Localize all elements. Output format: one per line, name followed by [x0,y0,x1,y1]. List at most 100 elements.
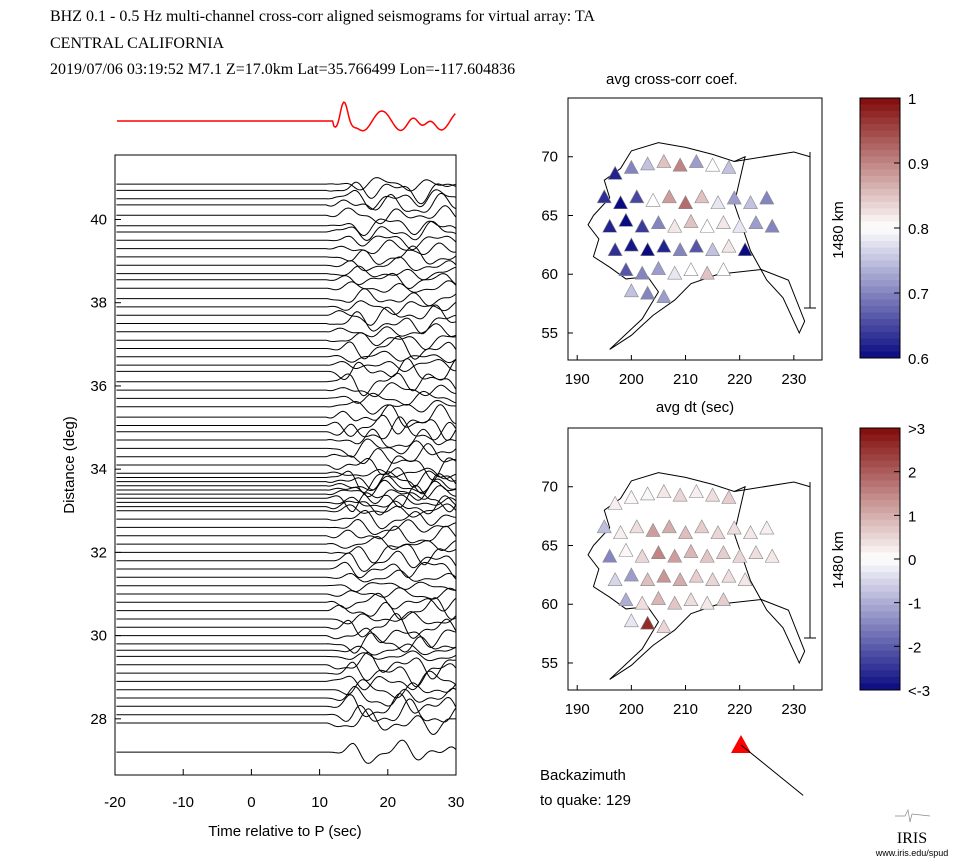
colorbar-segment [860,176,900,183]
station-marker [688,153,704,168]
seismogram-trace [116,475,456,494]
station-marker [618,592,634,607]
seismogram-trace [116,550,457,572]
colorbar-segment [860,663,900,671]
station-marker [672,157,688,172]
station-marker [618,262,634,277]
seismogram-trace [116,455,456,481]
colorbar-tick-label: -1 [908,596,921,613]
station-marker [737,572,753,587]
station-marker [678,525,694,540]
station-marker [607,165,623,180]
station-marker [715,592,731,607]
map-axes [567,97,823,361]
colorbar-segment [860,111,900,118]
station-marker [596,189,612,204]
colorbar-segment [860,98,900,105]
seismogram-trace [116,661,457,688]
seismogram-trace [116,650,456,662]
colorbar-segment [860,267,900,274]
station-marker [721,159,737,174]
station-marker [640,615,656,630]
seismogram-trace [116,692,457,718]
seismogram-trace [116,239,456,256]
colorbar-segment [860,428,900,436]
colorbar-segment [860,338,900,346]
colorbar-tick-label: 0 [908,552,916,569]
colorbar-segment [860,156,900,164]
station-marker [640,285,656,300]
seismogram-trace [116,235,457,251]
station-marker [726,190,742,205]
colorbar-segment [860,683,900,691]
colorbar-tick-label: <-3 [908,683,930,700]
station-marker [656,568,672,583]
station-marker [618,212,634,227]
map2-title: avg dt (sec) [656,399,734,416]
seismogram-trace [116,404,456,428]
seismogram-trace [116,205,457,225]
station-marker [699,218,715,233]
map-axes [567,427,823,691]
colorbar-segment [860,143,900,151]
colorbar-segment [860,254,900,261]
station-marker [629,189,645,204]
colorbar-segment [860,182,900,190]
colorbar-segment [860,598,900,606]
station-marker [623,489,639,504]
seismogram-trace [116,679,457,699]
iris-logo: IRIS www.iris.edu/spud [875,808,948,858]
scale-label-2: 1480 km [830,531,847,589]
station-marker [705,242,721,257]
colorbar-segment [860,306,900,313]
station-marker [634,595,650,610]
colorbar-segment [860,460,900,468]
logo-text: IRIS [897,830,927,847]
y-tick-label: 38 [90,295,107,312]
station-marker [721,238,737,253]
colorbar-segment [860,480,900,488]
seismogram-trace [116,471,456,495]
station-marker [683,262,699,277]
colorbar-segment [860,526,900,534]
colorbar-tick-label: 0.8 [908,221,929,238]
scale-label-1: 1480 km [830,201,847,259]
station-marker [623,237,639,252]
colorbar-segment [860,312,900,320]
colorbar-segment [860,519,900,527]
colorbar-segment [860,467,900,475]
y-tick-label: 30 [90,628,107,645]
backazimuth-line [740,744,804,796]
seismogram-trace [116,220,456,242]
station-marker [640,572,656,587]
x-tick-label: 30 [448,794,465,811]
colorbar-segment [860,299,900,307]
station-marker [694,189,710,204]
station-marker [721,489,737,504]
colorbar-segment [860,447,900,455]
colorbar-segment [860,351,900,359]
station-marker [683,592,699,607]
seismogram-trace [116,245,457,265]
y-tick-label: 60 [541,596,558,613]
seismogram-trace [116,518,456,536]
station-marker [640,242,656,257]
station-marker [667,595,683,610]
seismogram-trace [116,611,457,625]
station-marker [732,548,748,563]
station-marker [672,487,688,502]
seismogram-trace [116,479,456,501]
colorbar-segment [860,591,900,599]
station-marker [688,483,704,498]
colorbar-segment [860,617,900,625]
station-marker [623,567,639,582]
station-marker [613,195,629,210]
x-tick-label: 200 [619,701,644,718]
y-tick-label: 70 [541,479,558,496]
colorbar-segment [860,202,900,209]
map-cross-corr: 190 200 210 220 230 55 60 65 70 [541,97,823,388]
seismogram-trace [116,561,457,580]
station-marker [623,613,639,628]
